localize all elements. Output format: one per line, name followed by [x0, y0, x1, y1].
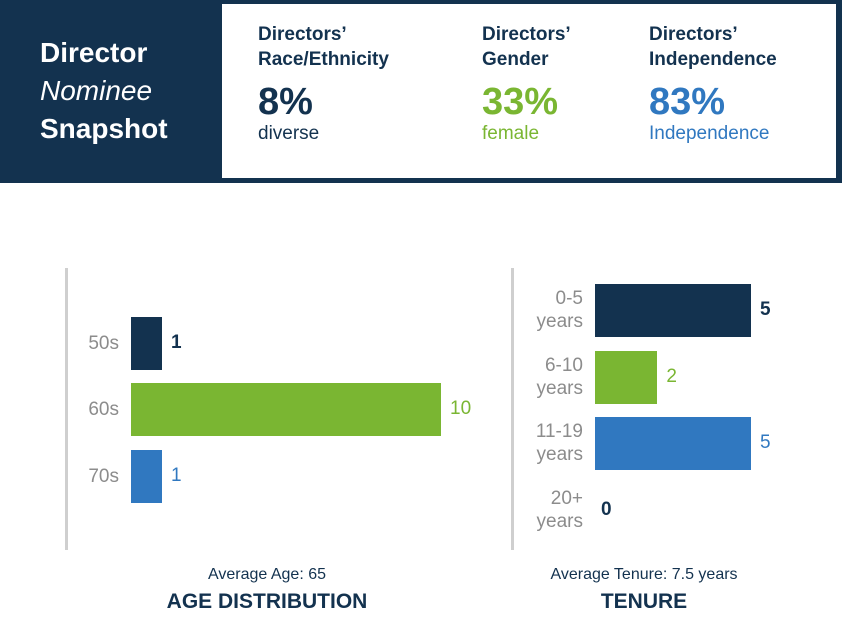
stat-gender: Directors’ Gender 33% female [482, 22, 571, 146]
bar [595, 350, 658, 404]
category-label: 0-5 years [536, 288, 583, 332]
data-label: 1 [171, 465, 182, 486]
snapshot-header: Director Nominee Snapshot Directors’ Rac… [0, 0, 842, 183]
age-chart-title: AGE DISTRIBUTION [166, 590, 368, 613]
snapshot-title: Director Nominee Snapshot [40, 34, 168, 148]
data-label: 5 [760, 299, 771, 320]
bar [595, 283, 751, 337]
stat-race-ethnicity: Directors’ Race/Ethnicity 8% diverse [258, 22, 389, 146]
category-label: 50s [88, 332, 119, 354]
stat-value: 8% [258, 81, 313, 123]
bar [131, 382, 441, 436]
title-line-1: Director [40, 37, 148, 68]
data-label: 10 [450, 398, 472, 419]
stat-value: 83% [649, 81, 726, 123]
stat-label: Directors’ Race/Ethnicity [258, 24, 389, 70]
data-label: 0 [601, 499, 612, 520]
data-label: 2 [666, 366, 677, 387]
tenure-chart-title: TENURE [600, 590, 688, 613]
data-label: 5 [760, 432, 771, 453]
stat-value: 33% [482, 81, 559, 123]
stat-desc: Independence [649, 123, 770, 144]
bar [595, 416, 751, 470]
age-caption: Average Age: 65 [207, 566, 327, 583]
tenure-axis-line [511, 268, 514, 550]
stat-desc: diverse [258, 123, 320, 144]
age-axis-line [65, 268, 68, 550]
stat-label: Directors’ Independence [649, 24, 777, 70]
category-label: 20+ years [536, 488, 583, 532]
bar [131, 316, 162, 370]
title-line-2: Nominee [40, 75, 153, 106]
stats-panel: Directors’ Race/Ethnicity 8% diverse Dir… [222, 4, 836, 178]
stat-independence: Directors’ Independence 83% Independence [649, 22, 777, 146]
category-label: 60s [88, 398, 119, 420]
data-label: 1 [171, 332, 182, 353]
category-label: 70s [88, 465, 119, 487]
stat-label: Directors’ Gender [482, 24, 571, 70]
title-line-3: Snapshot [40, 113, 168, 144]
category-label: 6-10 years [536, 355, 583, 399]
stat-desc: female [482, 123, 540, 144]
tenure-caption: Average Tenure: 7.5 years [550, 566, 738, 583]
category-label: 11-19 years [535, 421, 583, 465]
bar [131, 449, 162, 503]
